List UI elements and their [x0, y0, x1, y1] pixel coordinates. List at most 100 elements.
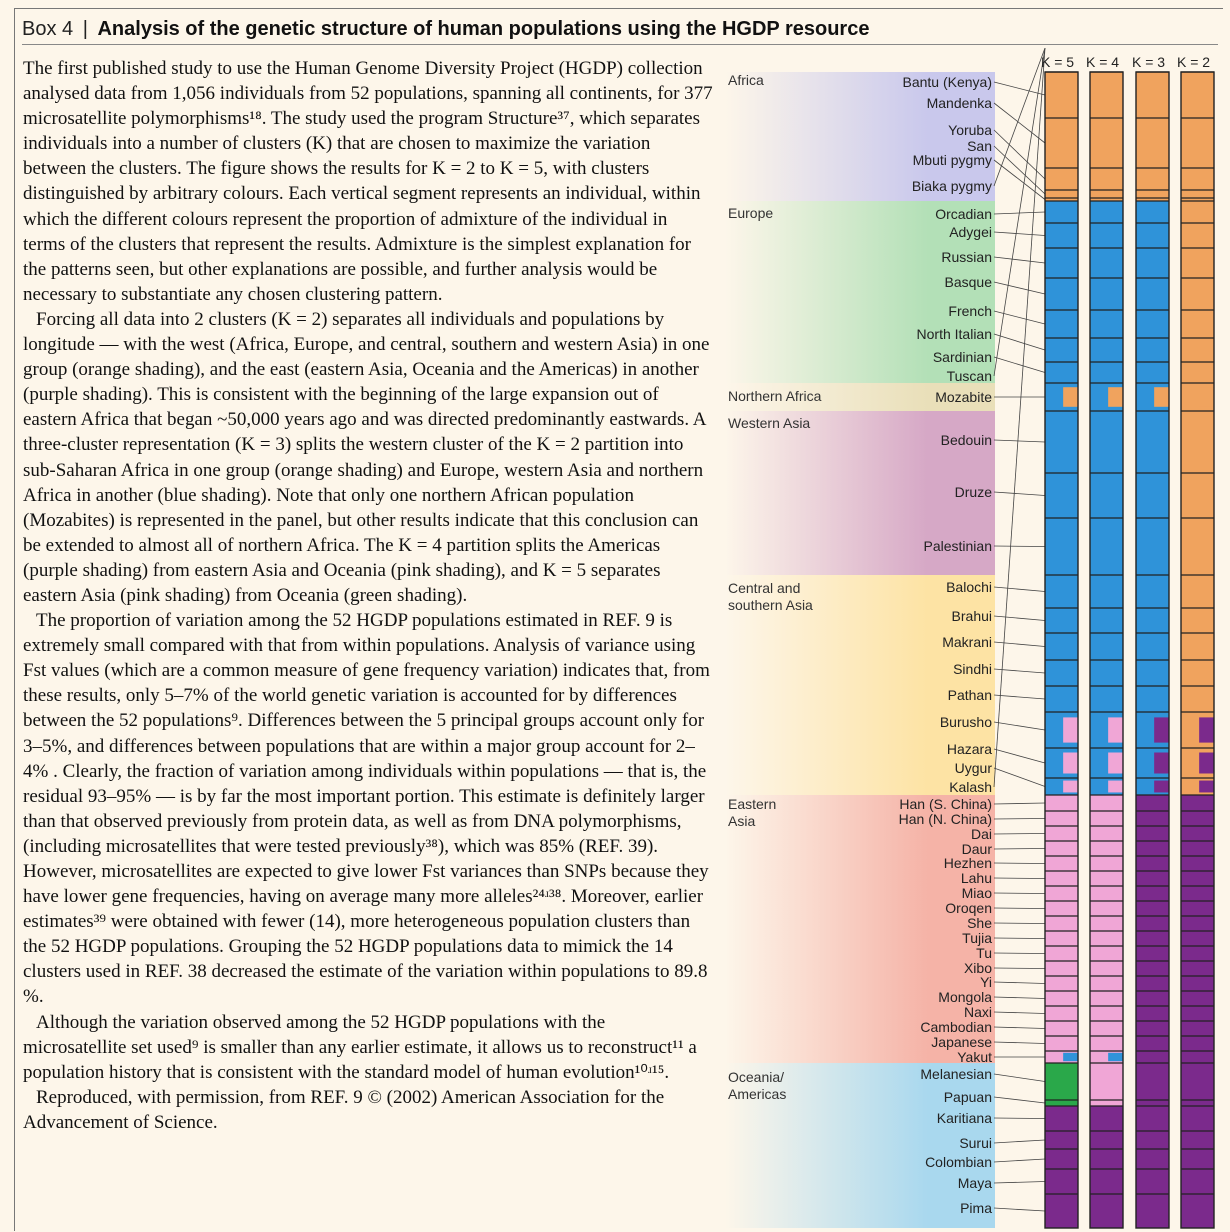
population-segment	[1090, 901, 1123, 916]
population-label: Balochi	[946, 579, 992, 595]
population-segment	[1136, 248, 1169, 278]
population-label: Maya	[957, 1175, 992, 1191]
population-segment	[1045, 473, 1078, 518]
leader-line	[993, 848, 1046, 850]
population-segment	[1136, 1063, 1169, 1100]
population-segment	[1181, 976, 1214, 991]
population-segment	[1045, 961, 1078, 976]
population-segment	[1090, 1131, 1123, 1149]
k-column-outline	[1044, 71, 1079, 1229]
population-segment	[1181, 633, 1214, 660]
population-segment	[1181, 575, 1214, 608]
leader-line	[993, 996, 1046, 999]
population-segment	[1090, 1149, 1123, 1169]
population-label: Sardinian	[932, 349, 992, 365]
population-segment	[1045, 1149, 1078, 1169]
population-segment	[1181, 310, 1214, 338]
population-segment	[1136, 946, 1169, 961]
population-segment	[1136, 633, 1169, 660]
population-segment	[1136, 1106, 1169, 1131]
leader-line	[993, 937, 1046, 939]
leader-line	[993, 907, 1046, 909]
leader-line	[993, 48, 1046, 788]
population-segment	[1181, 473, 1214, 518]
admixture-streak	[1199, 752, 1214, 774]
population-segment	[1045, 916, 1078, 931]
population-segment	[1181, 411, 1214, 473]
population-label: Brahui	[951, 608, 992, 624]
population-segment	[1136, 1036, 1169, 1051]
population-segment	[1136, 1194, 1169, 1228]
leader-line	[993, 1181, 1046, 1184]
region-band	[725, 201, 995, 383]
leader-line	[993, 767, 1046, 787]
population-segment	[1181, 1131, 1214, 1149]
population-segment	[1090, 72, 1123, 118]
population-segment	[1090, 278, 1123, 310]
population-segment	[1045, 1169, 1078, 1194]
box-title: Analysis of the genetic structure of hum…	[97, 18, 870, 40]
leader-line	[993, 545, 1046, 547]
paragraph: Although the variation observed among th…	[23, 1011, 697, 1083]
leader-line	[993, 439, 1046, 443]
population-segment	[1136, 1021, 1169, 1036]
population-segment	[1181, 811, 1214, 826]
population-segment	[1045, 201, 1078, 223]
population-segment	[1090, 608, 1123, 633]
population-label: She	[967, 915, 992, 931]
region-band	[725, 575, 995, 795]
population-segment	[1090, 946, 1123, 961]
admixture-streak	[1154, 387, 1169, 407]
population-segment	[1181, 201, 1214, 223]
population-segment	[1090, 118, 1123, 168]
population-segment	[1136, 886, 1169, 901]
paragraph: The first published study to use the Hum…	[23, 58, 713, 305]
leader-line	[993, 641, 1046, 647]
admixture-streak	[1063, 387, 1078, 407]
population-segment	[1090, 1036, 1123, 1051]
population-segment	[1045, 946, 1078, 961]
population-segment	[1045, 826, 1078, 841]
population-segment	[1136, 976, 1169, 991]
population-segment	[1045, 1131, 1078, 1149]
population-label: Karitiana	[936, 1110, 992, 1126]
leader-line	[993, 333, 1046, 351]
population-segment	[1181, 1169, 1214, 1194]
population-segment	[1045, 795, 1078, 811]
admixture-streak	[1108, 752, 1123, 774]
population-segment	[1181, 871, 1214, 886]
leader-line	[993, 967, 1046, 969]
population-label: Burusho	[939, 714, 992, 730]
population-segment	[1136, 362, 1169, 383]
population-segment	[1181, 886, 1214, 901]
leader-line	[993, 1158, 1046, 1163]
population-segment	[1136, 660, 1169, 686]
leader-line	[993, 159, 1046, 200]
population-segment	[1090, 633, 1123, 660]
region-label: Western Asia	[728, 415, 811, 431]
population-segment	[1136, 871, 1169, 886]
population-label: Druze	[954, 484, 992, 500]
population-label: Kalash	[949, 779, 992, 795]
population-segment	[1181, 1036, 1214, 1051]
population-segment	[1045, 633, 1078, 660]
population-segment	[1136, 961, 1169, 976]
leader-line	[993, 748, 1046, 764]
population-segment	[1181, 223, 1214, 248]
leader-line	[993, 802, 1046, 805]
population-label: Pathan	[947, 687, 992, 703]
population-segment	[1136, 278, 1169, 310]
k-header: K = 5	[1041, 54, 1075, 70]
population-segment	[1045, 811, 1078, 826]
population-segment	[1045, 931, 1078, 946]
population-segment	[1045, 278, 1078, 310]
box-separator: |	[82, 18, 88, 40]
population-segment	[1181, 961, 1214, 976]
k-column-outline	[1135, 71, 1170, 1229]
population-label: Yi	[980, 974, 992, 990]
population-segment	[1090, 473, 1123, 518]
population-segment	[1045, 411, 1078, 473]
population-segment	[1090, 223, 1123, 248]
box-label: Box 4	[22, 18, 74, 40]
population-segment	[1181, 826, 1214, 841]
